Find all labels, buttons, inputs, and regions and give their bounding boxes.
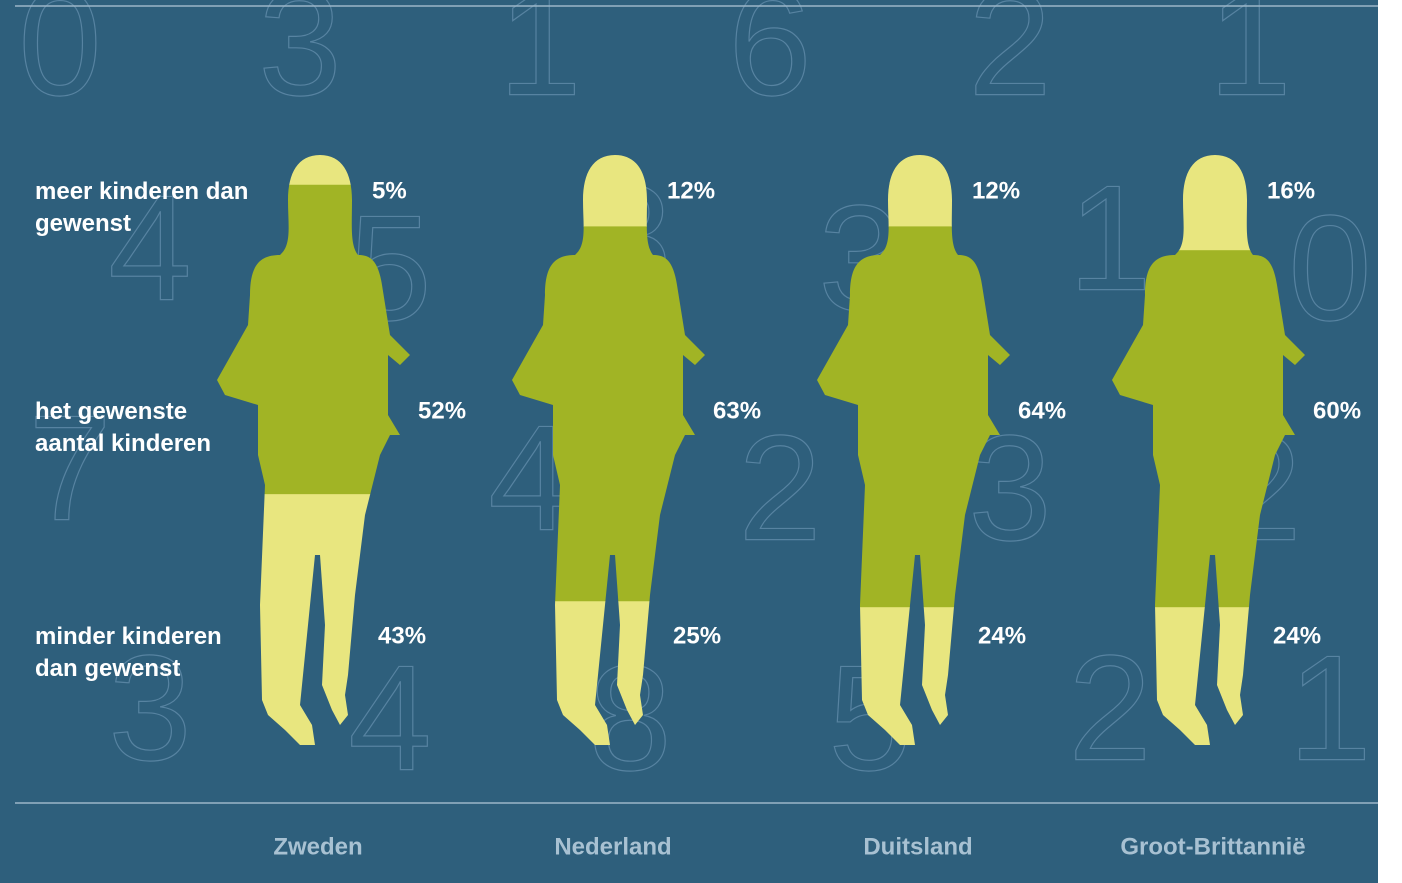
value-label: 12%: [972, 177, 1020, 204]
value-label: 64%: [1018, 397, 1066, 424]
background-digit: 1: [498, 0, 581, 127]
background-digit: 2: [968, 0, 1051, 127]
value-label: 5%: [372, 177, 407, 204]
category-label: Zweden: [273, 833, 362, 860]
value-label: 43%: [378, 622, 426, 649]
category-label: Nederland: [554, 833, 671, 860]
value-label: 52%: [418, 397, 466, 424]
category-label: Duitsland: [863, 833, 972, 860]
value-label: 24%: [978, 622, 1026, 649]
background-digit: 0: [1288, 184, 1371, 352]
background-digit: 1: [1068, 154, 1151, 322]
value-label: 24%: [1273, 622, 1321, 649]
background-digit: 2: [738, 404, 821, 572]
legend-label: meer kinderen dan gewenst: [35, 176, 250, 240]
value-label: 16%: [1267, 177, 1315, 204]
value-label: 12%: [667, 177, 715, 204]
background-digit: 6: [728, 0, 811, 127]
value-label: 25%: [673, 622, 721, 649]
background-digit: 3: [258, 0, 341, 127]
legend-label: het gewenste aantal kinderen: [35, 396, 250, 460]
background-digit: 4: [348, 634, 431, 802]
background-digit: 2: [1068, 624, 1151, 792]
value-label: 60%: [1313, 397, 1361, 424]
category-label: Groot-Brittannië: [1120, 833, 1305, 860]
legend-label: minder kinderen dan gewenst: [35, 621, 250, 685]
background-digit: 1: [1208, 0, 1291, 127]
background-digit: 0: [18, 0, 101, 127]
value-label: 63%: [713, 397, 761, 424]
